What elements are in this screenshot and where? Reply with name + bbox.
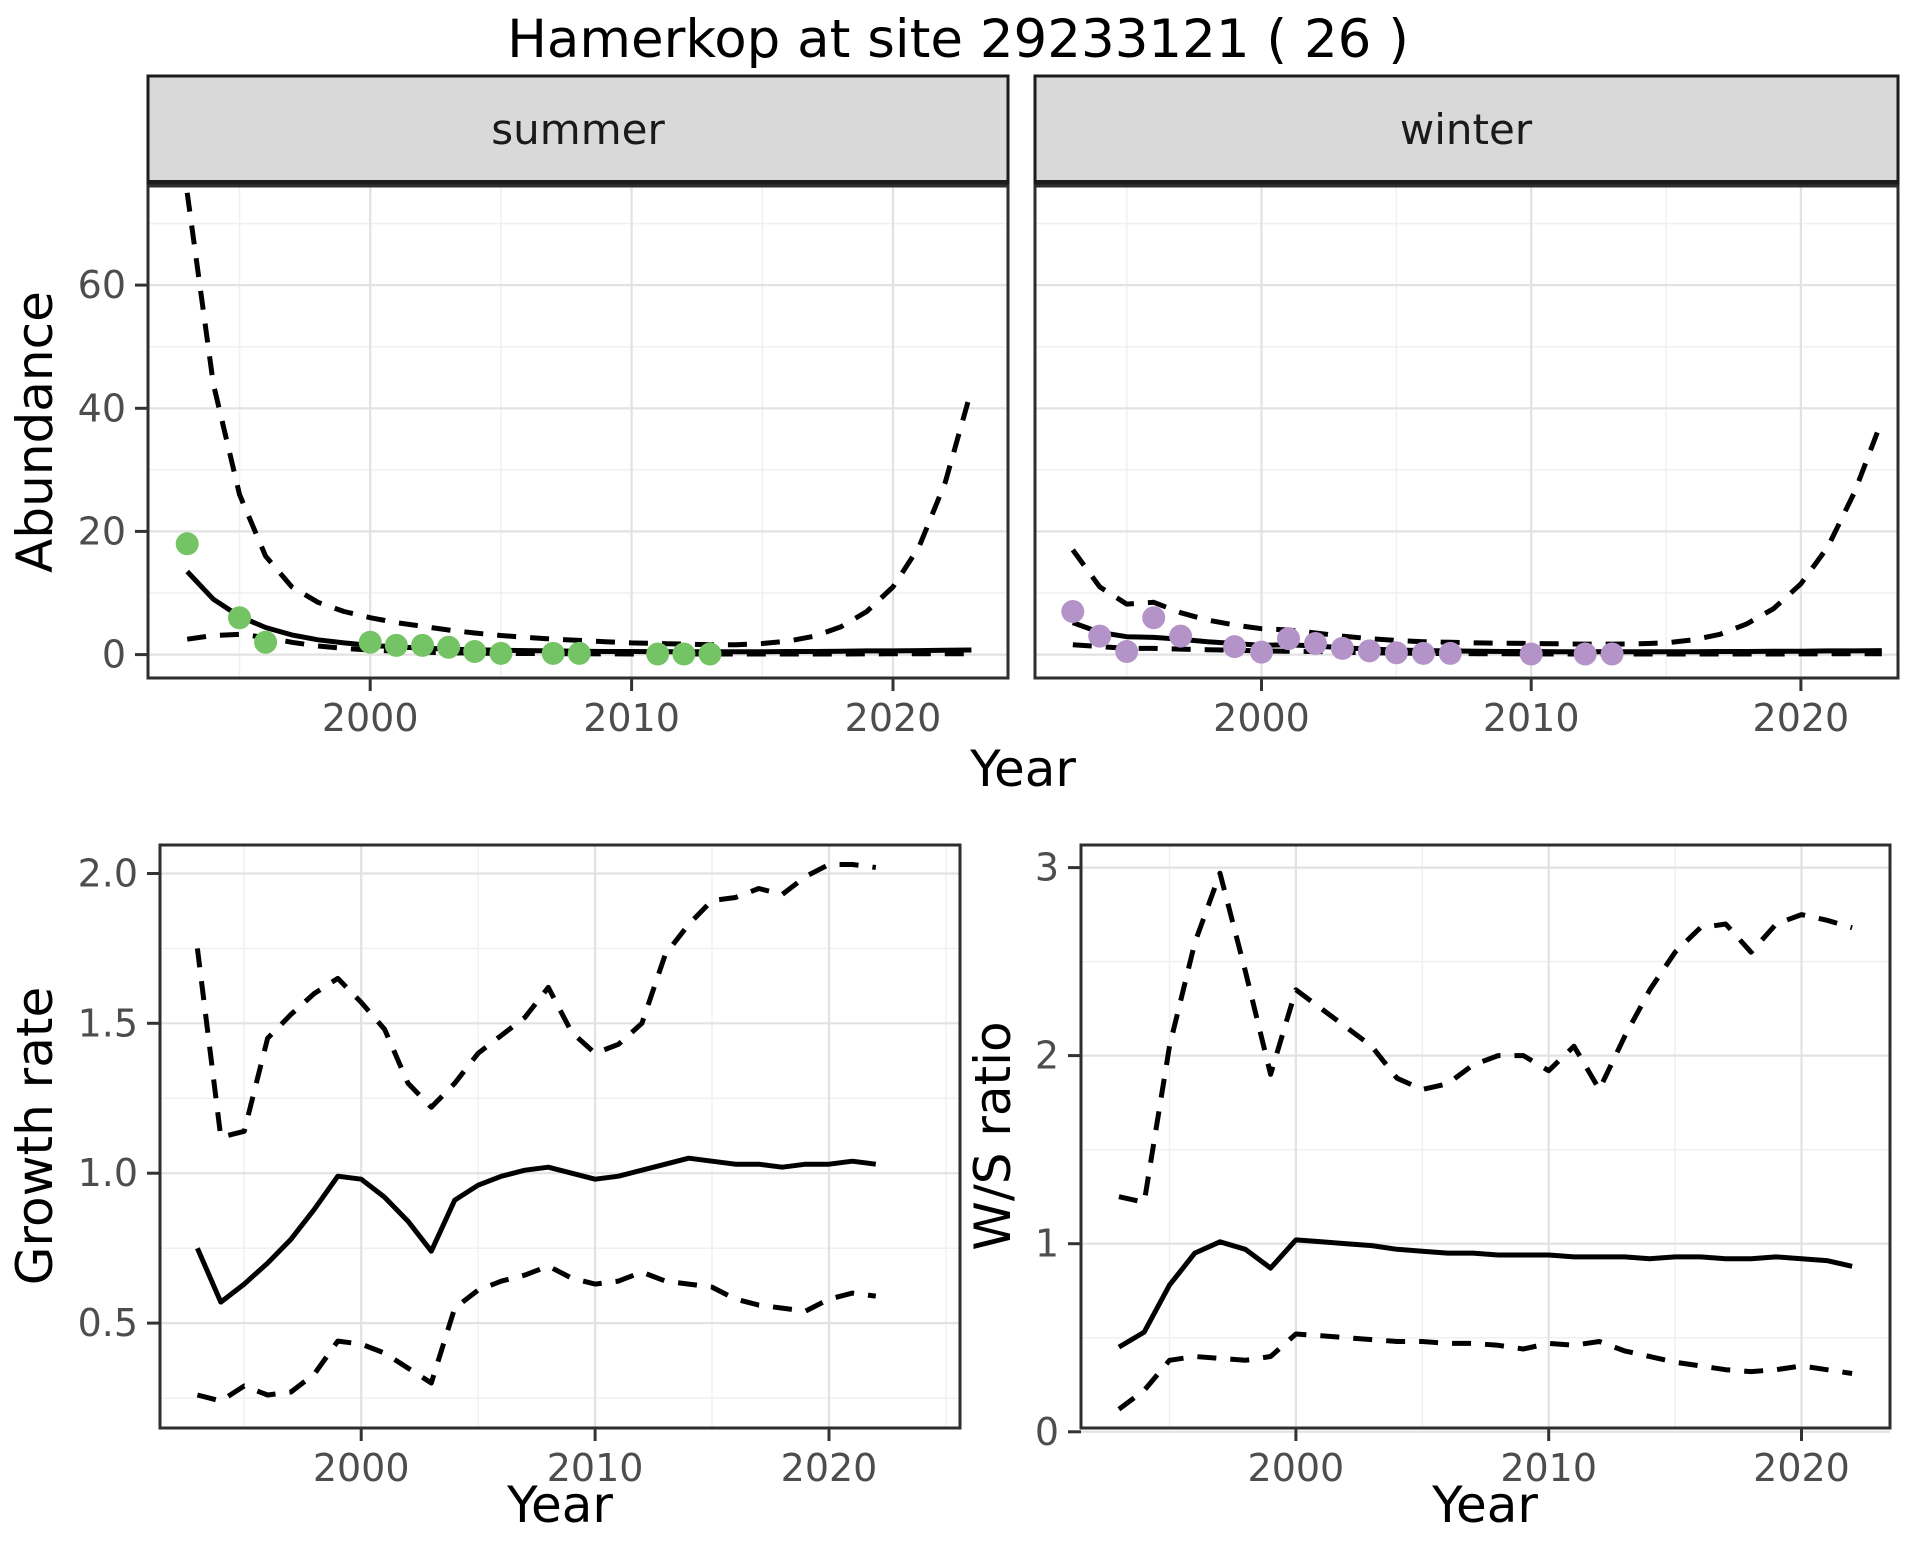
summer-observed-point (228, 606, 251, 630)
winter-observed-point (1304, 632, 1327, 655)
y-tick-label: 3 (1035, 846, 1059, 890)
x-tick-label: 2010 (547, 1446, 644, 1490)
facet-strip-winter-label: winter (1400, 105, 1533, 154)
panel-winter: 2000 2010 2020 (1033, 184, 1900, 740)
facet-strip-summer-box (148, 76, 1008, 183)
plot-title: Hamerkop at site 29233121 ( 26 ) (507, 9, 1409, 70)
summer-observed-point (698, 642, 722, 666)
x-tick-label: 2000 (322, 696, 419, 740)
summer-observed-point (254, 630, 278, 654)
y-tick-label: 20 (78, 509, 126, 553)
panel-background (1081, 845, 1890, 1428)
y-axis-title-ws-ratio: W/S ratio (964, 1021, 1022, 1250)
x-tick-label: 2010 (1500, 1446, 1597, 1490)
winter-observed-point (1250, 640, 1273, 664)
winter-observed-point (1277, 627, 1300, 651)
panel-background (1035, 186, 1898, 678)
panel-border (146, 184, 1010, 680)
panel-growth: 2000 2010 2020 0.5 1.0 1.5 2.0 (78, 843, 962, 1490)
winter-observed-point (1115, 640, 1139, 663)
y-tick-label: 40 (78, 386, 126, 430)
y-axis-title-abundance: Abundance (6, 291, 64, 573)
summer-observed-point (646, 642, 670, 666)
summer-observed-point (437, 635, 461, 659)
x-tick-label: 2020 (1753, 696, 1850, 740)
summer-observed-point (489, 641, 513, 665)
summer-ci-upper-line (184, 192, 974, 648)
growth-model-fit-line (195, 1155, 877, 1305)
winter-observed-point (1357, 639, 1381, 663)
winter-observed-point (1061, 600, 1085, 623)
ratio-model-fit-line (1117, 1237, 1853, 1350)
x-tick-label: 2020 (781, 1446, 878, 1490)
winter-observed-point (1330, 636, 1354, 660)
summer-observed-point (175, 532, 199, 556)
x-tick-label: 2010 (583, 696, 680, 740)
ratio-ci-lower-line (1117, 1331, 1853, 1412)
y-tick-label: 2 (1035, 1034, 1059, 1078)
y-tick-label: 60 (78, 263, 126, 307)
summer-observed-point (567, 641, 591, 665)
winter-model-fit-line (1071, 620, 1882, 655)
summer-observed-point (463, 640, 487, 663)
facet-strip-summer-label: summer (491, 105, 665, 154)
summer-observed-point (672, 642, 696, 666)
facet-strip-winter: winter (1033, 74, 1900, 186)
summer-observed-point (384, 633, 408, 657)
x-axis-title-ratio: Year (1431, 1476, 1538, 1534)
summer-observed-point (358, 630, 382, 654)
y-tick-label: 0 (1035, 1410, 1059, 1454)
panel-background (148, 186, 1008, 678)
x-tick-label: 2000 (1248, 1446, 1345, 1490)
winter-observed-point (1411, 641, 1435, 665)
x-tick-label: 2000 (1213, 696, 1310, 740)
panel-background (160, 845, 960, 1428)
x-tick-label: 2020 (1753, 1446, 1850, 1490)
y-tick-label: 0.5 (78, 1301, 138, 1345)
x-axis-title-growth: Year (506, 1476, 613, 1534)
ratio-ci-upper-line (1118, 870, 1853, 1205)
winter-observed-point (1088, 624, 1112, 648)
summer-observed-point (541, 641, 565, 665)
x-axis-title-top: Year (969, 740, 1076, 798)
facet-strip-winter-box (1035, 76, 1898, 183)
winter-observed-point (1519, 642, 1543, 666)
winter-observed-point (1223, 635, 1247, 659)
panel-border (158, 843, 962, 1430)
x-tick-label: 2010 (1483, 696, 1580, 740)
panel-border (1079, 843, 1892, 1430)
summer-observed-point (411, 633, 434, 657)
growth-ci-lower-line (196, 1263, 877, 1404)
y-tick-label: 2.0 (78, 852, 138, 896)
y-tick-label: 1.0 (78, 1151, 138, 1195)
winter-observed-point (1438, 641, 1462, 665)
y-axis-title-growth-rate: Growth rate (6, 987, 64, 1285)
growth-ci-upper-line (194, 862, 877, 1140)
winter-observed-point (1142, 606, 1166, 630)
x-tick-label: 2000 (313, 1446, 410, 1490)
y-tick-label: 1 (1035, 1222, 1059, 1266)
y-tick-label: 0 (102, 633, 126, 677)
winter-observed-point (1169, 624, 1193, 648)
winter-observed-point (1600, 642, 1624, 666)
panel-summer: 2000 2010 2020 0 20 40 60 (78, 184, 1010, 740)
winter-observed-point (1573, 642, 1597, 666)
panel-border (1033, 184, 1900, 680)
y-tick-label: 1.5 (78, 1001, 138, 1045)
facet-strip-summer: summer (146, 74, 1010, 186)
panel-ratio: 2000 2010 2020 0 1 2 3 (1035, 843, 1892, 1490)
x-tick-label: 2020 (845, 696, 942, 740)
winter-observed-point (1384, 641, 1408, 665)
winter-ci-upper-line (1070, 419, 1885, 647)
